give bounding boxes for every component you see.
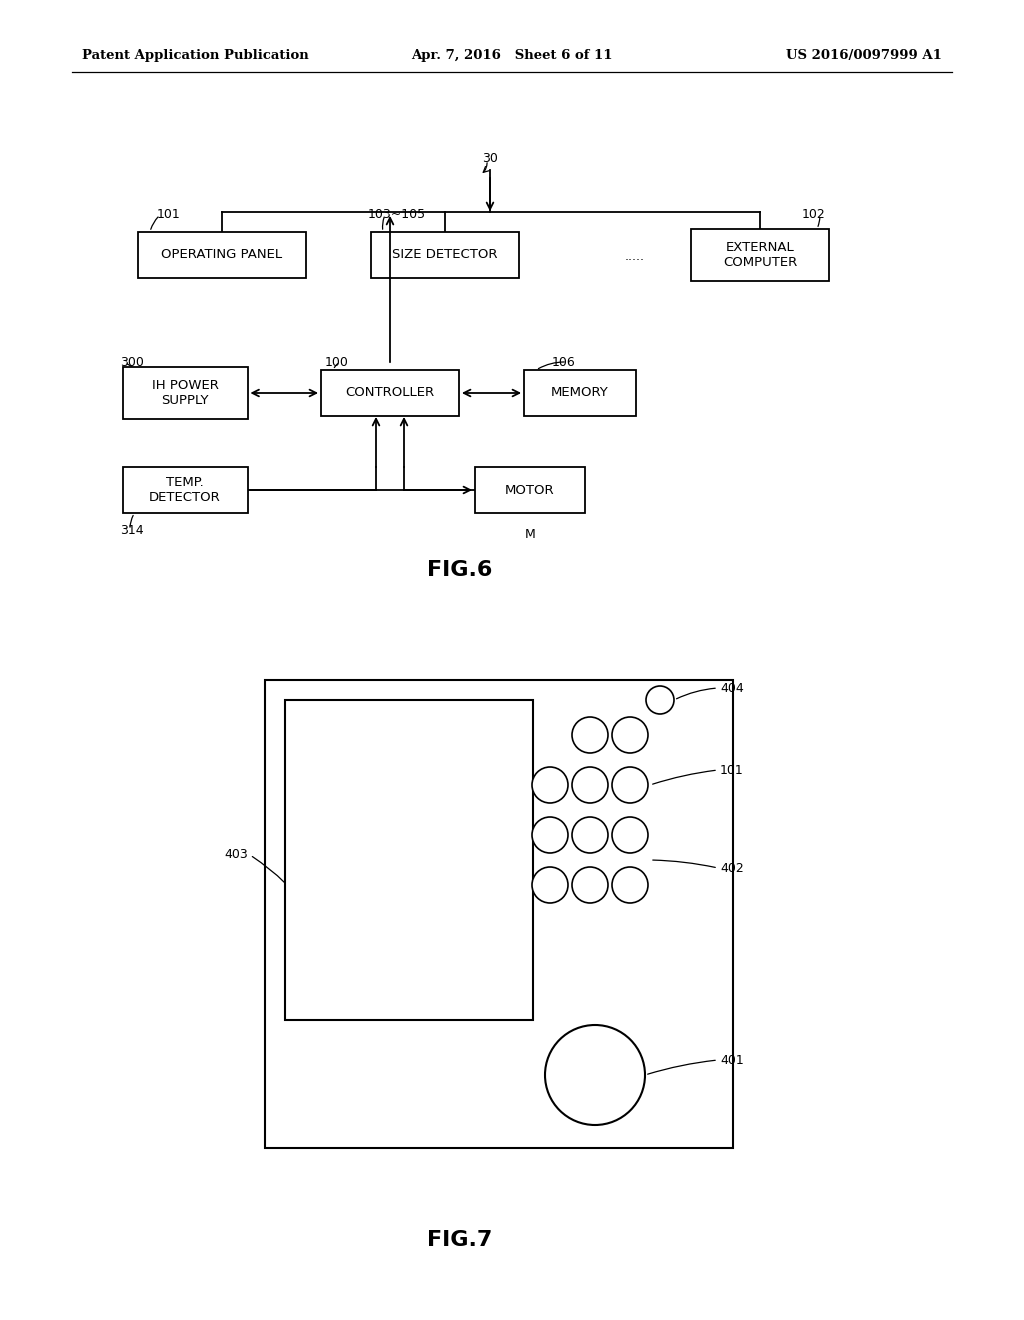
Text: US 2016/0097999 A1: US 2016/0097999 A1 xyxy=(786,49,942,62)
Text: 101: 101 xyxy=(720,763,743,776)
Text: FIG.6: FIG.6 xyxy=(427,560,493,579)
Text: CONTROLLER: CONTROLLER xyxy=(345,387,434,400)
Text: FIG.7: FIG.7 xyxy=(427,1230,493,1250)
Bar xyxy=(138,232,306,279)
Circle shape xyxy=(572,767,608,803)
Circle shape xyxy=(572,867,608,903)
Text: TEMP.
DETECTOR: TEMP. DETECTOR xyxy=(150,477,221,504)
Text: EXTERNAL
COMPUTER: EXTERNAL COMPUTER xyxy=(723,242,797,269)
Bar xyxy=(524,370,636,416)
Text: IH POWER
SUPPLY: IH POWER SUPPLY xyxy=(152,379,218,407)
Text: 402: 402 xyxy=(720,862,743,874)
Text: OPERATING PANEL: OPERATING PANEL xyxy=(162,248,283,261)
Bar xyxy=(691,228,829,281)
Circle shape xyxy=(572,717,608,752)
Text: 404: 404 xyxy=(720,681,743,694)
Circle shape xyxy=(612,767,648,803)
Bar xyxy=(123,467,248,513)
Circle shape xyxy=(612,867,648,903)
Bar xyxy=(371,232,519,279)
Text: 403: 403 xyxy=(224,849,248,862)
Bar xyxy=(475,467,585,513)
Circle shape xyxy=(612,817,648,853)
Bar xyxy=(265,680,733,1148)
Text: 314: 314 xyxy=(120,524,143,536)
Text: SIZE DETECTOR: SIZE DETECTOR xyxy=(392,248,498,261)
Text: M: M xyxy=(524,528,536,541)
Text: 102: 102 xyxy=(802,209,825,222)
Circle shape xyxy=(545,1026,645,1125)
Text: 106: 106 xyxy=(552,355,575,368)
Text: 100: 100 xyxy=(325,355,349,368)
Text: Patent Application Publication: Patent Application Publication xyxy=(82,49,309,62)
Circle shape xyxy=(646,686,674,714)
Text: 30: 30 xyxy=(482,152,498,165)
Circle shape xyxy=(532,867,568,903)
Text: 103~105: 103~105 xyxy=(368,209,426,222)
Bar xyxy=(123,367,248,418)
Circle shape xyxy=(612,717,648,752)
Text: Apr. 7, 2016   Sheet 6 of 11: Apr. 7, 2016 Sheet 6 of 11 xyxy=(412,49,612,62)
Circle shape xyxy=(532,767,568,803)
Text: MOTOR: MOTOR xyxy=(505,483,555,496)
Circle shape xyxy=(572,817,608,853)
Text: 401: 401 xyxy=(720,1053,743,1067)
Circle shape xyxy=(532,817,568,853)
Bar xyxy=(285,700,534,1020)
Text: 101: 101 xyxy=(157,209,181,222)
Bar xyxy=(321,370,459,416)
Text: 300: 300 xyxy=(120,355,144,368)
Text: MEMORY: MEMORY xyxy=(551,387,609,400)
Text: .....: ..... xyxy=(625,249,645,263)
